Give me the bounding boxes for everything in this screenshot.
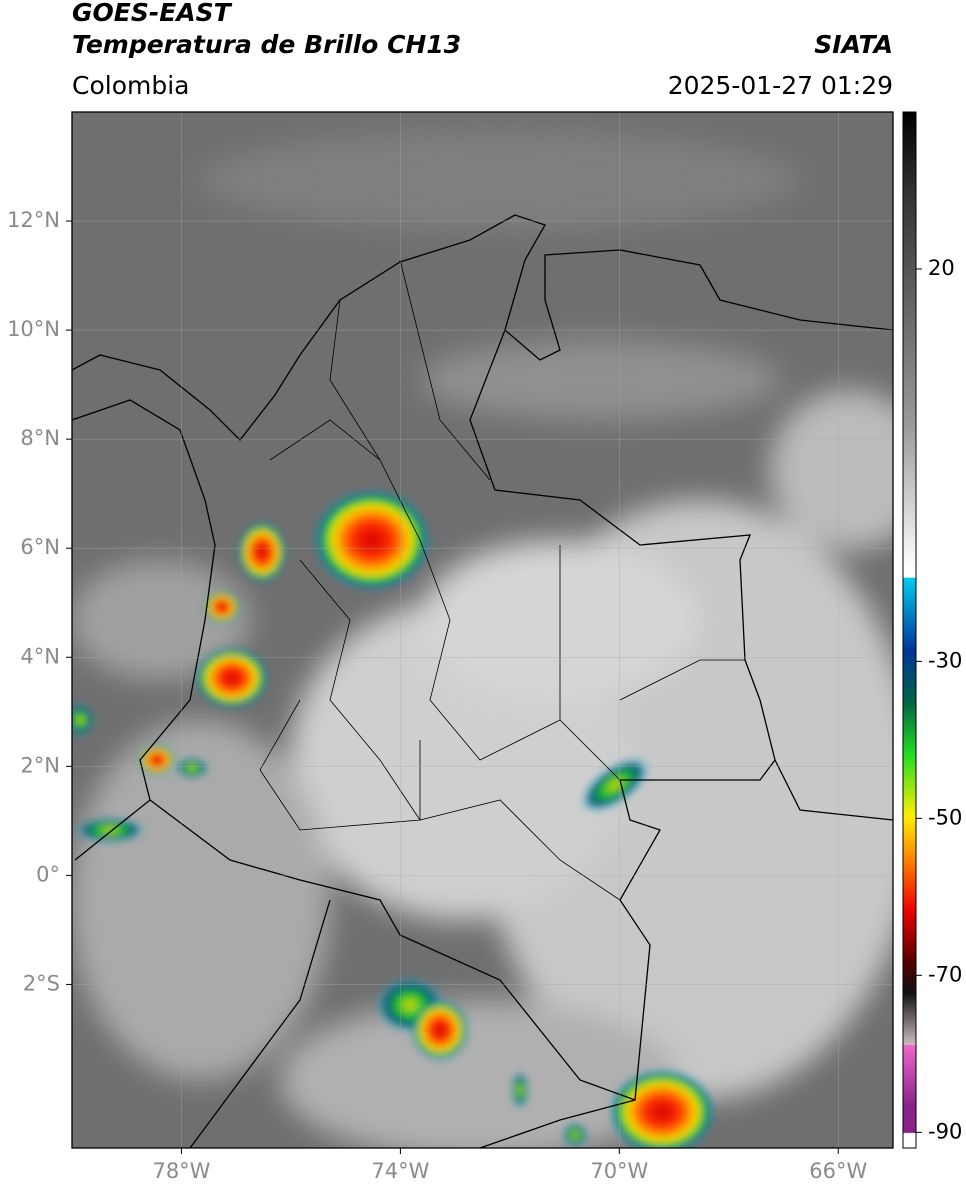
source: SIATA	[814, 30, 893, 59]
colorbar	[902, 111, 917, 1149]
colorbar-tick-label: 20	[928, 256, 955, 280]
y-tick-label: 2°N	[20, 753, 60, 777]
satellite-image	[72, 112, 893, 1148]
x-tick-label: 74°W	[371, 1159, 429, 1183]
y-tick-label: 10°N	[7, 317, 60, 341]
colorbar-tick-label: -90	[928, 1119, 962, 1143]
colorbar-tick-label: -30	[928, 648, 962, 672]
x-tick-label: 66°W	[809, 1159, 867, 1183]
title: GOES-EAST	[72, 0, 233, 27]
y-tick-label: 8°N	[20, 426, 60, 450]
map-frame	[71, 111, 894, 1149]
datetime: 2025-01-27 01:29	[668, 71, 893, 100]
y-tick-label: 4°N	[20, 644, 60, 668]
grid	[72, 112, 893, 1148]
y-tick-label: 2°S	[23, 971, 60, 995]
x-tick-label: 70°W	[590, 1159, 648, 1183]
x-tick-label: 78°W	[152, 1159, 210, 1183]
y-tick-label: 0°	[36, 862, 60, 886]
colorbar-tick-label: -70	[928, 962, 962, 986]
colorbar-tick-label: -50	[928, 805, 962, 829]
y-tick-label: 6°N	[20, 535, 60, 559]
region: Colombia	[72, 71, 189, 100]
subtitle: Temperatura de Brillo CH13	[72, 30, 461, 59]
borders	[72, 214, 893, 1148]
y-tick-label: 12°N	[7, 208, 60, 232]
